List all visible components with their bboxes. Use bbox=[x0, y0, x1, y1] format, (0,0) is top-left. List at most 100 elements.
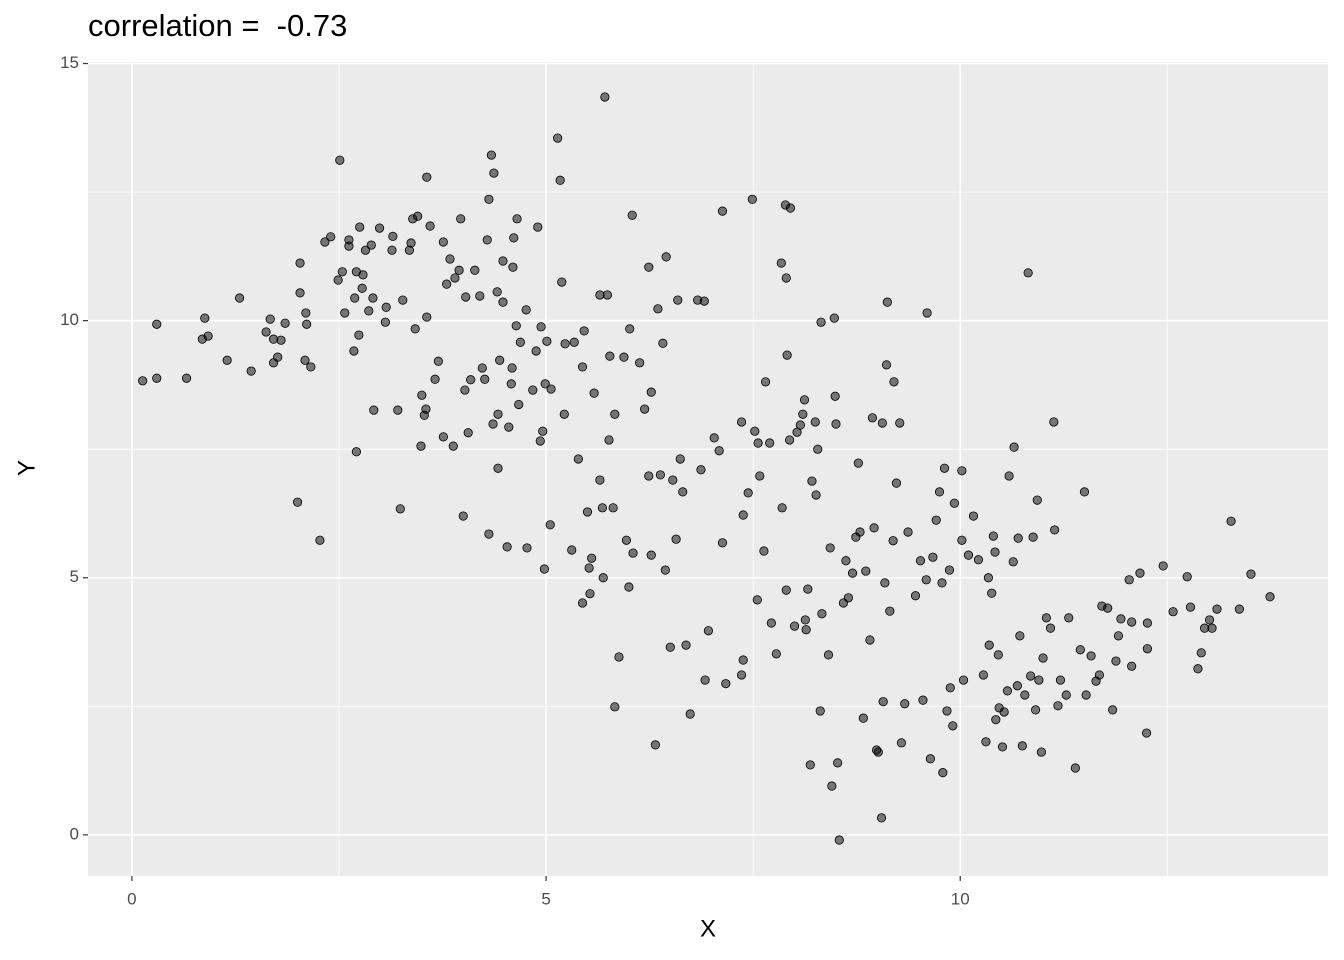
point bbox=[545, 520, 555, 530]
point bbox=[374, 223, 385, 233]
point bbox=[963, 550, 974, 560]
point bbox=[450, 273, 460, 283]
point bbox=[349, 346, 359, 356]
point bbox=[882, 297, 892, 307]
point bbox=[1124, 575, 1134, 585]
point bbox=[1103, 603, 1113, 613]
point bbox=[498, 297, 508, 307]
point bbox=[873, 747, 883, 757]
point bbox=[533, 222, 543, 232]
point bbox=[1070, 763, 1080, 773]
point bbox=[876, 813, 887, 823]
point bbox=[981, 737, 991, 747]
point bbox=[646, 550, 656, 560]
point bbox=[509, 233, 519, 243]
point bbox=[542, 336, 552, 346]
point bbox=[1031, 705, 1041, 715]
point bbox=[771, 649, 781, 659]
point bbox=[300, 355, 310, 365]
point bbox=[610, 702, 620, 712]
point bbox=[703, 626, 714, 636]
point bbox=[280, 318, 290, 328]
point bbox=[815, 706, 825, 716]
point bbox=[644, 262, 654, 272]
point bbox=[1008, 557, 1018, 567]
point bbox=[358, 270, 368, 280]
point bbox=[398, 295, 408, 305]
point bbox=[957, 535, 967, 545]
point bbox=[508, 262, 518, 272]
point bbox=[801, 625, 811, 635]
point bbox=[880, 578, 890, 588]
point bbox=[498, 256, 508, 266]
point bbox=[181, 373, 192, 383]
point bbox=[624, 582, 634, 592]
point bbox=[816, 317, 826, 327]
point bbox=[789, 621, 800, 631]
point bbox=[589, 388, 599, 398]
point bbox=[492, 287, 502, 297]
point bbox=[482, 235, 492, 245]
point bbox=[553, 133, 563, 143]
point bbox=[1142, 644, 1153, 654]
point bbox=[1050, 525, 1060, 535]
x-tick-label: 10 bbox=[951, 889, 970, 908]
point bbox=[461, 292, 471, 302]
point bbox=[1079, 487, 1090, 497]
point bbox=[1185, 602, 1196, 612]
point bbox=[738, 510, 748, 520]
point bbox=[847, 568, 858, 578]
point bbox=[782, 350, 792, 360]
point bbox=[931, 515, 941, 525]
point bbox=[502, 542, 512, 552]
point bbox=[910, 591, 921, 601]
point bbox=[488, 419, 498, 429]
point bbox=[736, 670, 747, 680]
point bbox=[364, 306, 374, 316]
point bbox=[968, 511, 979, 521]
point bbox=[515, 337, 525, 347]
point bbox=[798, 409, 808, 419]
point bbox=[536, 322, 546, 332]
point bbox=[222, 355, 232, 365]
point bbox=[973, 555, 984, 565]
point bbox=[477, 363, 487, 373]
point bbox=[678, 487, 688, 497]
point bbox=[861, 566, 871, 576]
point bbox=[1207, 623, 1217, 633]
point bbox=[747, 194, 757, 204]
point bbox=[1061, 690, 1071, 700]
point bbox=[766, 618, 776, 628]
point bbox=[997, 742, 1008, 752]
point bbox=[546, 384, 556, 394]
point bbox=[753, 438, 763, 448]
point bbox=[958, 675, 969, 685]
point bbox=[944, 565, 955, 575]
point bbox=[152, 319, 162, 329]
point bbox=[776, 258, 786, 268]
point bbox=[416, 441, 426, 451]
point bbox=[752, 595, 762, 605]
point bbox=[1038, 653, 1048, 663]
point bbox=[292, 497, 303, 507]
point bbox=[1028, 532, 1038, 542]
point bbox=[760, 377, 771, 387]
point bbox=[928, 552, 938, 562]
point bbox=[608, 503, 618, 513]
point bbox=[531, 346, 541, 356]
point bbox=[922, 308, 932, 318]
point bbox=[484, 529, 494, 539]
point bbox=[938, 768, 948, 778]
point bbox=[460, 385, 470, 395]
point bbox=[765, 438, 775, 448]
point bbox=[368, 293, 378, 303]
point bbox=[700, 675, 710, 685]
point bbox=[925, 754, 936, 764]
point bbox=[1004, 471, 1014, 481]
point bbox=[891, 478, 902, 488]
point bbox=[803, 584, 813, 594]
point bbox=[344, 241, 354, 251]
point bbox=[422, 172, 432, 182]
point bbox=[668, 475, 678, 485]
point bbox=[830, 391, 840, 401]
